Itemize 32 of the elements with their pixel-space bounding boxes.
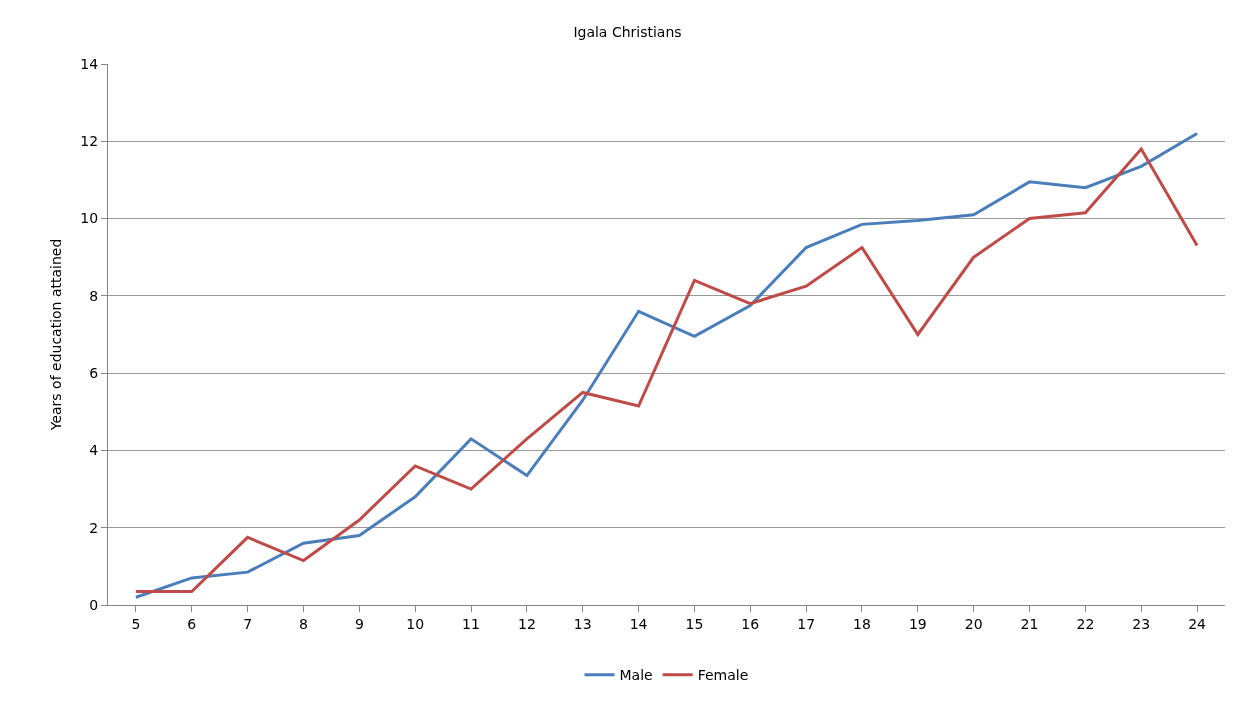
y-tick-label: 0 — [89, 596, 99, 613]
x-tick-label: 15 — [685, 615, 704, 632]
x-tick-label: 22 — [1076, 615, 1095, 632]
x-tick-label: 16 — [741, 615, 760, 632]
x-tick-label: 24 — [1188, 615, 1207, 632]
y-tick-label: 10 — [80, 210, 99, 227]
y-tick-label: 2 — [89, 519, 99, 536]
x-tick-label: 13 — [573, 615, 592, 632]
x-tick-label: 5 — [131, 615, 141, 632]
y-tick-label: 12 — [80, 133, 99, 150]
y-tick-label: 4 — [89, 442, 99, 459]
x-tick-label: 18 — [853, 615, 871, 632]
y-tick-label: 8 — [89, 287, 99, 304]
x-tick-label: 8 — [299, 615, 308, 632]
x-tick-label: 12 — [517, 615, 536, 632]
x-tick-label: 6 — [187, 615, 197, 632]
x-tick-label: 19 — [908, 615, 927, 632]
x-tick-label: 17 — [797, 615, 816, 632]
x-tick-label: 14 — [629, 615, 648, 632]
legend-label: Male — [619, 667, 653, 684]
x-tick-label: 11 — [462, 615, 480, 632]
x-tick-label: 21 — [1020, 615, 1039, 632]
x-tick-label: 23 — [1132, 615, 1151, 632]
y-tick-label: 6 — [89, 365, 99, 382]
x-tick-label: 7 — [243, 615, 253, 632]
legend-label: Female — [697, 667, 749, 684]
x-tick-label: 9 — [354, 615, 364, 632]
chart-title: Igala Christians — [573, 23, 682, 40]
x-tick-label: 10 — [406, 615, 425, 632]
y-axis-title: Years of education attained — [47, 238, 64, 432]
y-tick-label: 14 — [80, 55, 99, 72]
x-tick-label: 20 — [964, 615, 983, 632]
